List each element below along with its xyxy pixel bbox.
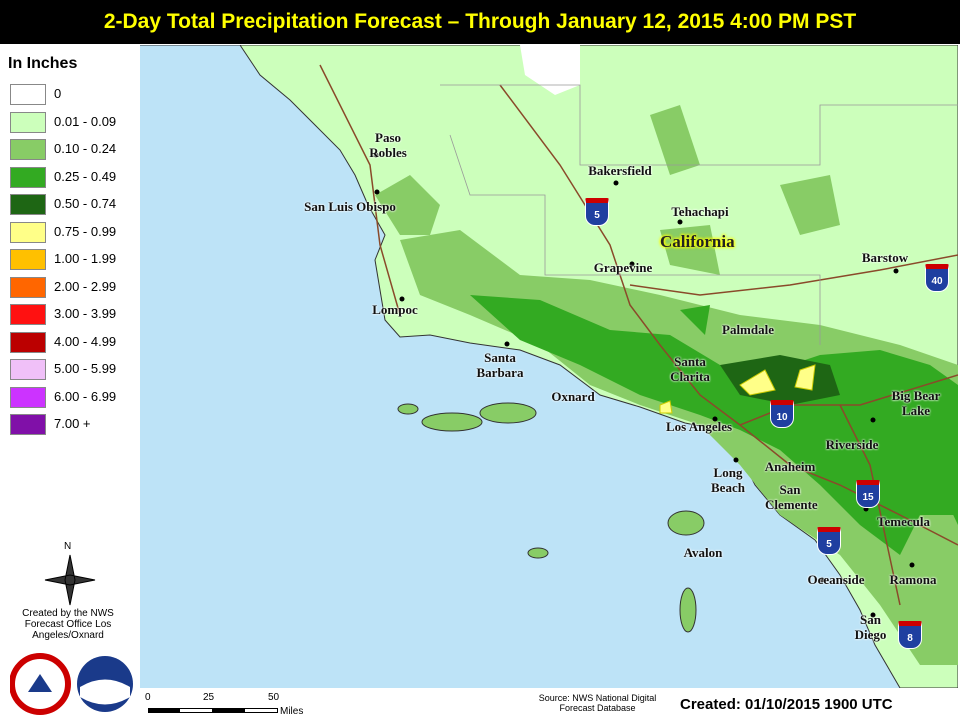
interstate-shield: 5 [817, 527, 841, 555]
place-label: Ramona [889, 572, 937, 587]
interstate-shield: 15 [856, 480, 880, 508]
created: Created: 01/10/2015 1900 UTC [680, 696, 893, 713]
legend-swatch [10, 111, 46, 133]
legend-swatch [10, 249, 46, 270]
place-label: San Clemente [765, 482, 818, 512]
place-label: Big Bear Lake [891, 388, 941, 418]
legend-label: 0.01 - 0.09 [54, 113, 117, 129]
place-label: Lompoc [372, 302, 418, 317]
scale-bar [148, 708, 278, 713]
legend-label: 6.00 - 6.99 [54, 388, 117, 404]
place-label: Temecula [877, 514, 930, 529]
legend-label: 0.75 - 0.99 [54, 223, 117, 239]
place-label: Palmdale [722, 322, 774, 337]
legend-swatch [10, 304, 46, 325]
place-label: Paso Robles [369, 130, 407, 160]
legend-swatch [10, 194, 46, 215]
legend-swatch [10, 359, 46, 380]
legend-label: 0.10 - 0.24 [54, 141, 117, 156]
place-label: Riverside [825, 437, 879, 452]
place-label: Tehachapi [671, 204, 729, 219]
credit: Created by the NWS Forecast Office Los A… [22, 608, 114, 641]
legend-swatch [10, 386, 46, 408]
north-arrow [44, 554, 96, 606]
place-label: Anaheim [764, 459, 816, 474]
place-label: Santa Barbara [476, 350, 524, 380]
title: 2-Day Total Precipitation Forecast – Thr… [0, 0, 960, 44]
legend-label: 0.25 - 0.49 [54, 168, 117, 184]
interstate-shield: 40 [925, 264, 949, 292]
legend-swatch [10, 166, 46, 188]
logos [10, 653, 133, 715]
place-label: Oxnard [551, 389, 595, 404]
legend-swatch [10, 331, 46, 353]
scale-tick-label: 50 [268, 692, 280, 703]
legend-swatch [10, 414, 46, 435]
map [140, 45, 958, 688]
place-label: Long Beach [711, 465, 745, 495]
north-label: N [64, 541, 72, 552]
legend-label: 3.00 - 3.99 [54, 306, 117, 321]
scale-tick-label: 25 [203, 692, 215, 703]
legend-label: 2.00 - 2.99 [54, 278, 117, 294]
state-label: California [660, 232, 735, 251]
legend-label: 1.00 - 1.99 [54, 251, 117, 266]
land [140, 45, 958, 688]
interstate-shield: 10 [770, 400, 794, 428]
place-label: Oceanside [807, 572, 865, 587]
legend-label: 4.00 - 4.99 [54, 333, 117, 349]
legend-swatch [10, 276, 46, 298]
interstate-shield: 5 [585, 198, 609, 226]
interstate-shield: 8 [898, 621, 922, 649]
city-dots [373, 152, 915, 618]
legend-swatch [10, 139, 46, 160]
place-label: Avalon [683, 545, 723, 560]
place-label: Grapevine [593, 260, 653, 275]
place-label: San Luis Obispo [304, 199, 396, 214]
scale-tick-label: 0 [145, 692, 151, 703]
legend-swatch [10, 221, 46, 243]
place-label: San Diego [854, 612, 887, 642]
legend-title: In Inches [8, 55, 78, 72]
legend-label: 5.00 - 5.99 [54, 361, 117, 376]
place-label: Barstow [861, 250, 909, 265]
place-label: Bakersfield [588, 163, 652, 178]
legend-label: 7.00 + [54, 416, 91, 431]
source: Source: NWS National Digital Forecast Da… [538, 693, 657, 713]
legend-label: 0 [54, 86, 62, 101]
place-label: Santa Clarita [670, 354, 710, 384]
legend-label: 0.50 - 0.74 [54, 196, 117, 211]
scale-unit: Miles [280, 706, 304, 717]
legend-swatch [10, 84, 46, 105]
place-label: Los Angeles [665, 419, 733, 434]
